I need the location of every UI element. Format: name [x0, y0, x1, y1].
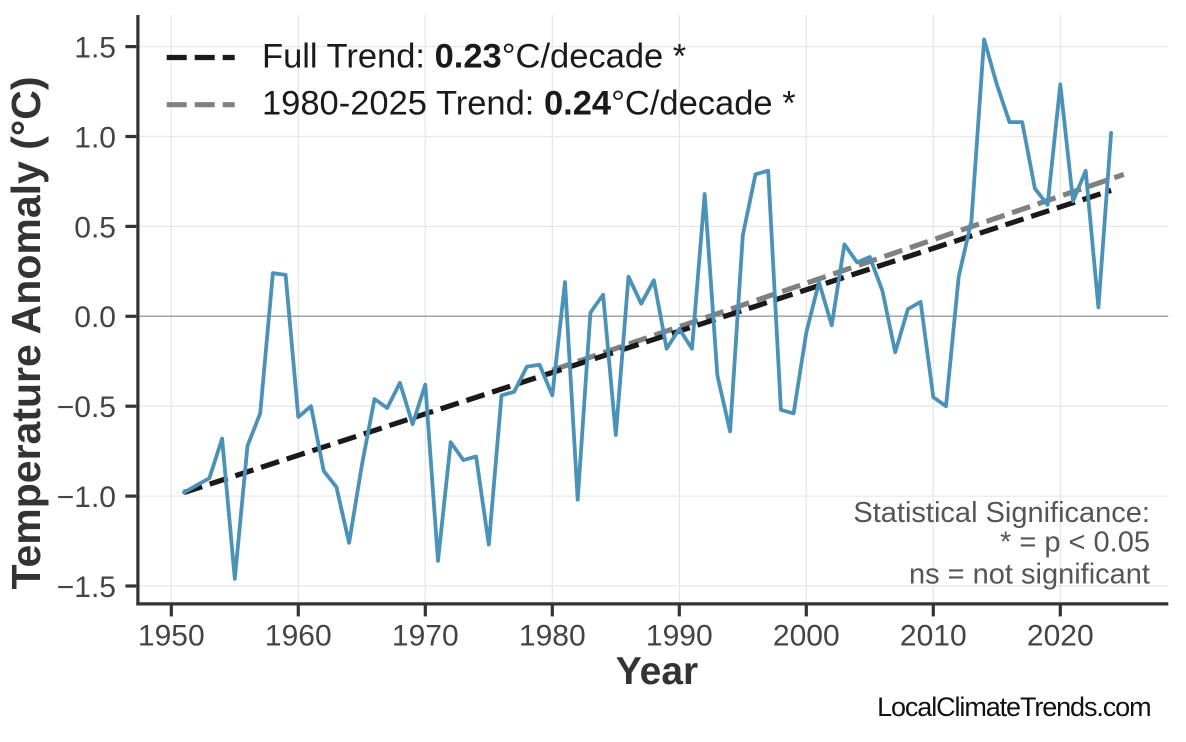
svg-text:Year: Year [616, 650, 698, 693]
svg-text:0.0: 0.0 [74, 301, 116, 334]
svg-text:1990: 1990 [646, 620, 713, 653]
svg-text:1970: 1970 [392, 620, 459, 653]
svg-text:Statistical Significance:: Statistical Significance: [853, 497, 1150, 529]
svg-text:−0.5: −0.5 [57, 391, 116, 424]
svg-text:1960: 1960 [265, 620, 332, 653]
svg-text:1980: 1980 [519, 620, 586, 653]
svg-text:ns = not significant: ns = not significant [909, 559, 1150, 591]
svg-text:1980-2025 Trend: 0.24°C/decade: 1980-2025 Trend: 0.24°C/decade * [262, 85, 796, 123]
svg-text:−1.0: −1.0 [57, 481, 116, 514]
svg-text:1950: 1950 [138, 620, 205, 653]
svg-text:0.5: 0.5 [74, 211, 116, 244]
svg-text:Temperature Anomaly (°C): Temperature Anomaly (°C) [3, 76, 49, 589]
svg-text:2020: 2020 [1027, 620, 1094, 653]
svg-text:−1.5: −1.5 [57, 571, 116, 604]
svg-text:* = p < 0.05: * = p < 0.05 [1000, 527, 1150, 559]
svg-text:LocalClimateTrends.com: LocalClimateTrends.com [877, 692, 1150, 722]
svg-text:1.0: 1.0 [74, 121, 116, 154]
svg-text:2010: 2010 [900, 620, 967, 653]
svg-text:Full Trend: 0.23°C/decade *: Full Trend: 0.23°C/decade * [262, 38, 686, 76]
svg-text:2000: 2000 [773, 620, 840, 653]
svg-text:1.5: 1.5 [74, 32, 116, 65]
